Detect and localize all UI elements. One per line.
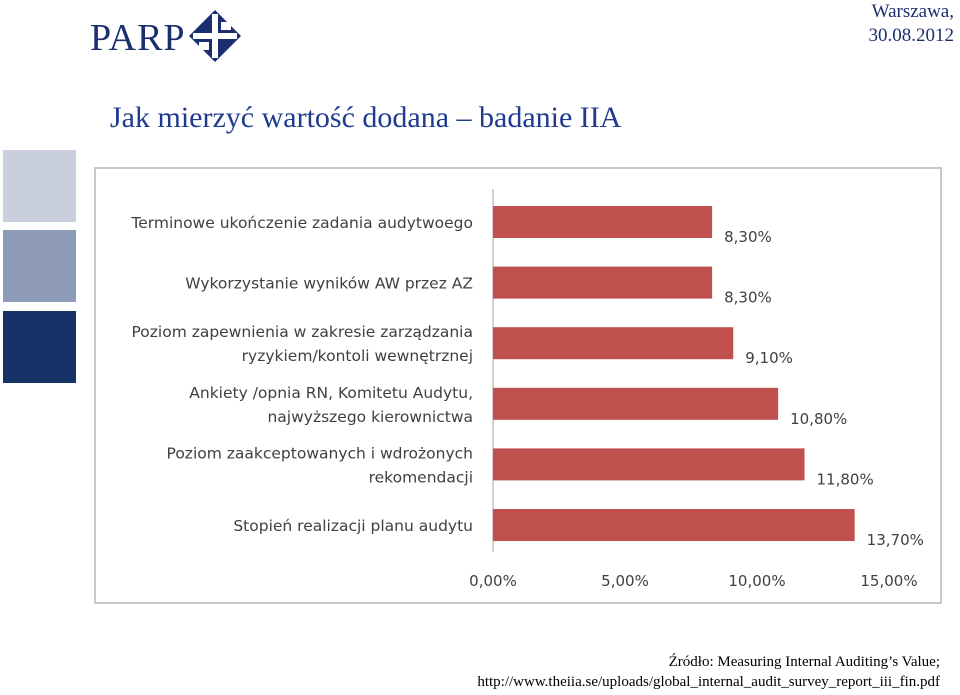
parp-logo: PARP xyxy=(90,8,250,64)
bar xyxy=(493,448,805,481)
date-block: Warszawa, 30.08.2012 xyxy=(869,0,955,48)
bar xyxy=(493,266,713,299)
bar xyxy=(493,206,713,238)
date-value: 30.08.2012 xyxy=(868,25,955,46)
data-label: 9,10% xyxy=(745,349,793,367)
category-label: Ankiety /opnia RN, Komitetu Audytu, najwy… xyxy=(189,384,473,426)
data-label: 8,30% xyxy=(724,228,772,246)
category-label: Poziom zapewnienia w zakresie zarządzani… xyxy=(131,323,473,365)
date-city: Warszawa, xyxy=(871,1,954,22)
bar xyxy=(493,327,734,360)
bar xyxy=(493,509,855,541)
decor-block-light xyxy=(3,150,76,222)
category-label: Wykorzystanie wyników AW przez AZ xyxy=(185,275,473,293)
logo-text: PARP xyxy=(90,17,186,59)
x-tick-label: 10,00% xyxy=(728,572,785,590)
data-label: 13,70% xyxy=(867,531,924,549)
source-url: http://www.theiia.se/uploads/global_inte… xyxy=(477,674,940,690)
decor-block-dark xyxy=(3,311,76,383)
category-label: Stopień realizacji planu audytu xyxy=(233,517,473,535)
x-tick-label: 15,00% xyxy=(860,572,917,590)
page-title: Jak mierzyć wartość dodana – badanie IIA xyxy=(110,101,622,134)
chart-frame: 8,30% Terminowe ukończenie zadania audytw… xyxy=(94,167,942,604)
category-label: Terminowe ukończenie zadania audytwoego xyxy=(130,214,473,232)
source-note: Źródło: Measuring Internal Auditing’s Va… xyxy=(477,652,940,692)
bar xyxy=(493,387,779,420)
category-label: Poziom zaakceptowanych i wdrożonych rekom… xyxy=(167,444,473,486)
x-tick-label: 0,00% xyxy=(469,572,517,590)
logo-diamond-icon xyxy=(189,10,241,62)
source-text: Źródło: Measuring Internal Auditing’s Va… xyxy=(668,654,940,670)
data-label: 10,80% xyxy=(790,410,847,428)
data-label: 11,80% xyxy=(817,470,874,488)
x-tick-label: 5,00% xyxy=(601,572,649,590)
data-label: 8,30% xyxy=(724,289,772,307)
bar-chart: 8,30% Terminowe ukończenie zadania audytw… xyxy=(130,189,924,590)
decor-block-mid xyxy=(3,230,76,302)
